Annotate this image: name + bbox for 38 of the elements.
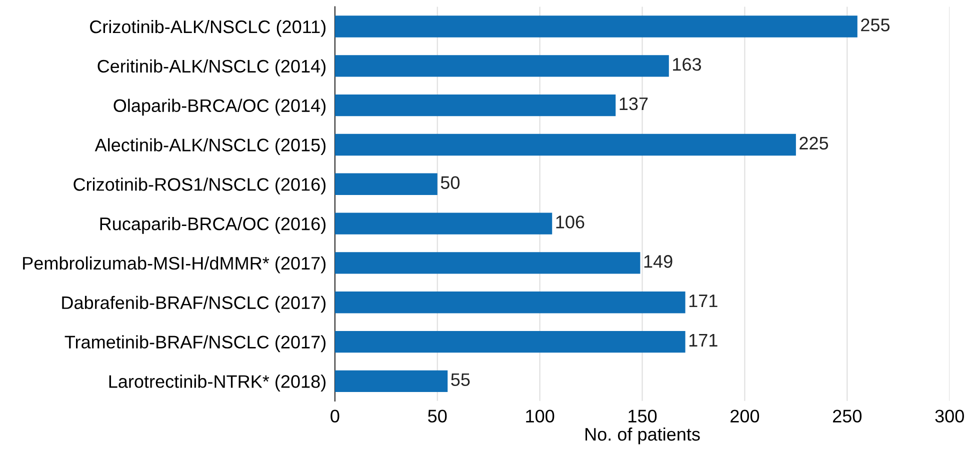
x-tick-label: 150: [628, 410, 657, 422]
y-tick-label: Dabrafenib-BRAF/NSCLC (2017): [62, 296, 326, 313]
bar: [334, 16, 858, 38]
data-label: 163: [673, 58, 702, 71]
x-tick-label: 300: [935, 410, 964, 422]
y-tick-label: Crizotinib-ROS1/NSCLC (2016): [74, 178, 326, 194]
data-label: 225: [800, 136, 828, 150]
data-label: 106: [556, 216, 584, 228]
data-label: 171: [689, 294, 718, 308]
data-label: 171: [689, 334, 718, 346]
bar: [334, 94, 616, 116]
bar: [334, 252, 640, 274]
bar: [334, 134, 796, 156]
y-tick-label: Ceritinib-ALK/NSCLC (2014): [98, 59, 326, 76]
y-tick-label: Alectinib-ALK/NSCLC (2015): [94, 138, 326, 156]
x-tick-label: 100: [526, 410, 554, 422]
y-tick-label: Trametinib-BRAF/NSCLC (2017): [64, 335, 326, 352]
y-tick-label: Pembrolizumab-MSI-H/dMMR* (2017): [23, 256, 326, 274]
bar: [334, 370, 448, 392]
data-label: 50: [440, 176, 460, 189]
bar: [334, 55, 669, 77]
x-tick-label: 0: [330, 410, 340, 422]
data-label: 255: [861, 18, 890, 32]
bar: [334, 173, 438, 195]
y-tick-label: Larotrectinib-NTRK* (2018): [109, 374, 326, 392]
y-tick-label: Rucaparib-BRCA/OC (2016): [100, 217, 326, 234]
x-axis-title: No. of patients: [586, 427, 700, 444]
y-tick-label: Olaparib-BRCA/OC (2014): [114, 98, 326, 116]
bar: [334, 330, 686, 353]
x-tick-label: 50: [428, 410, 447, 422]
y-tick-label: Crizotinib-ALK/NSCLC (2011): [90, 20, 326, 37]
x-tick-label: 250: [833, 410, 862, 422]
data-label: 137: [620, 97, 648, 110]
data-label: 149: [644, 255, 672, 268]
bar: [334, 212, 552, 234]
bar: [334, 292, 686, 314]
x-tick-label: 200: [730, 410, 760, 422]
data-label: 55: [451, 373, 470, 386]
